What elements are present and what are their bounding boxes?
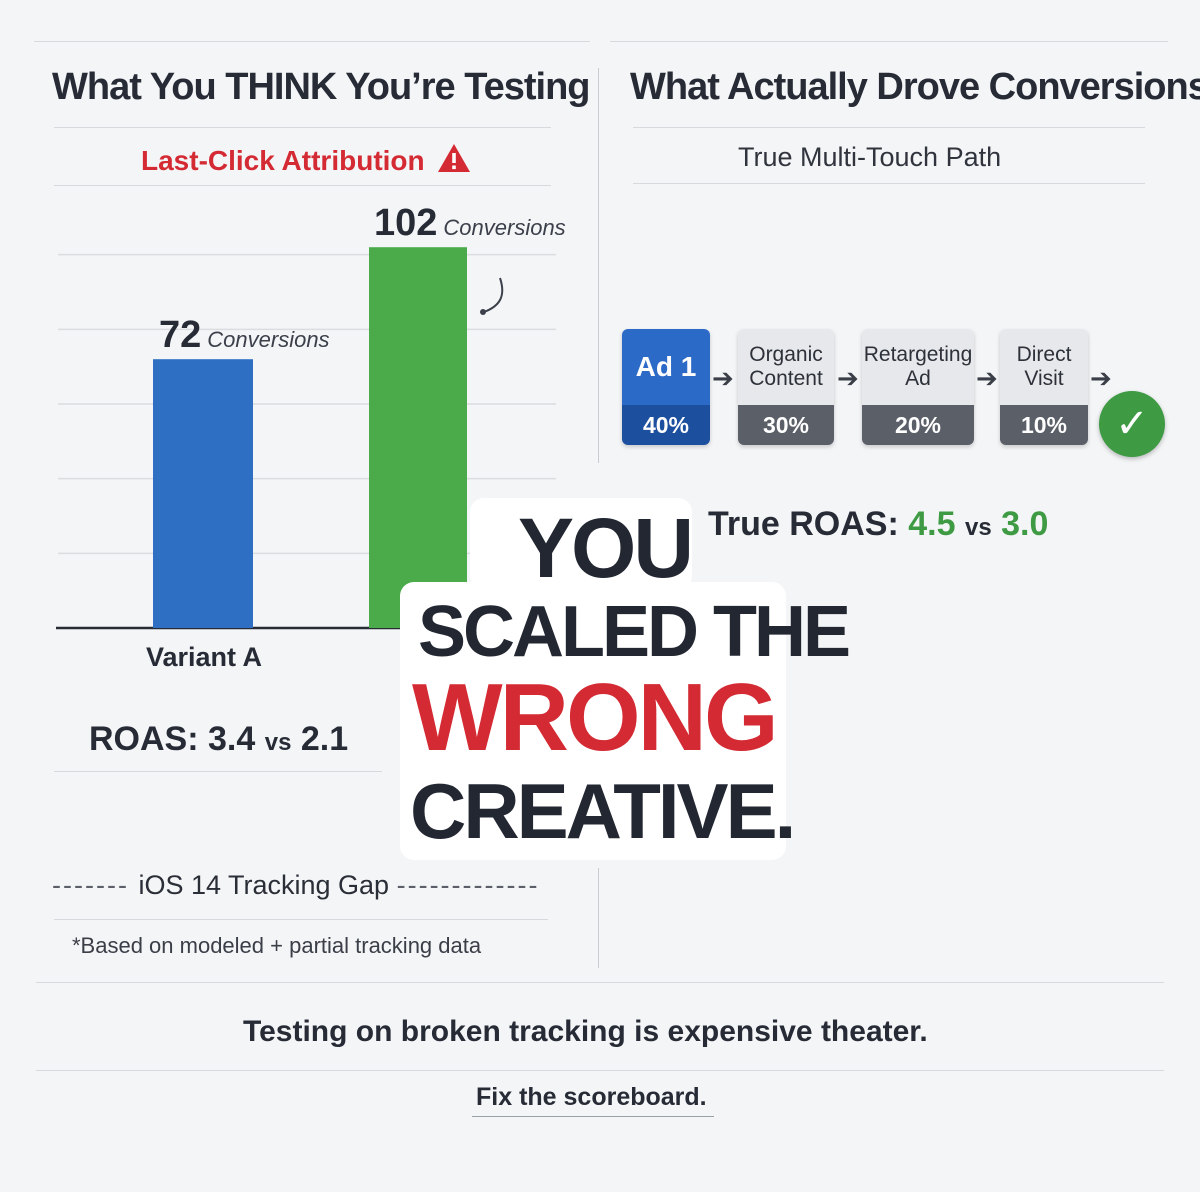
path-step-direct-visit: Direct Visit 10% <box>1000 329 1088 445</box>
right-subtitle-rule <box>633 183 1145 184</box>
right-roas: True ROAS: 4.5 vs 3.0 <box>708 505 1048 544</box>
right-panel-subtitle: True Multi-Touch Path <box>738 142 1002 172</box>
data-label-value: 72 <box>159 314 201 356</box>
data-label-value: 102 <box>374 202 437 244</box>
data-label-unit: Conversions <box>443 215 565 240</box>
footer-top-rule <box>36 982 1164 983</box>
left-roas-b: 2.1 <box>300 720 349 758</box>
left-title-rule <box>54 127 551 128</box>
headline-line-1: YOU <box>518 501 694 595</box>
arrow-right-icon: ➔ <box>837 363 859 393</box>
left-subtitle-rule <box>54 185 551 186</box>
label-pointer-dot <box>480 309 486 315</box>
headline-backdrop <box>400 582 786 860</box>
left-panel-title: What You THINK You’re Testing <box>52 66 590 108</box>
gap-dashes-left: ------- <box>52 870 139 900</box>
cta-underline <box>472 1116 714 1117</box>
top-divider <box>34 41 590 42</box>
left-roas: ROAS: 3.4 vs 2.1 <box>89 720 348 759</box>
label-pointer <box>483 277 504 313</box>
panel-divider-lower <box>598 868 599 968</box>
path-step-label: Retargeting Ad <box>862 329 974 405</box>
path-step-organic-content: Organic Content 30% <box>738 329 834 445</box>
path-step-share: 10% <box>1000 405 1088 445</box>
path-step-share: 30% <box>738 405 834 445</box>
headline-line-2: SCALED THE <box>418 592 851 672</box>
right-roas-a: 4.5 <box>908 505 956 543</box>
left-panel-subtitle: Last-Click Attribution <box>141 142 472 177</box>
right-roas-b: 3.0 <box>1001 505 1049 543</box>
path-step-label: Direct Visit <box>1000 329 1088 405</box>
headline-backdrop-top <box>470 498 692 590</box>
left-panel-subtitle-text: Last-Click Attribution <box>141 145 425 176</box>
footer-bottom-rule <box>36 1070 1164 1071</box>
panel-divider <box>598 68 599 463</box>
path-step-label: Organic Content <box>738 329 834 405</box>
left-roas-vs: vs <box>264 729 292 756</box>
path-step-share: 40% <box>622 405 710 445</box>
footer-tagline: Testing on broken tracking is expensive … <box>243 1015 928 1048</box>
tracking-gap-label: iOS 14 Tracking Gap <box>138 870 390 900</box>
path-step-ad-1: Ad 1 40% <box>622 329 710 445</box>
data-label-unit: Conversions <box>207 327 329 352</box>
right-roas-vs: vs <box>964 514 992 541</box>
tracking-gap-row: ------- iOS 14 Tracking Gap ------------… <box>52 870 539 901</box>
right-title-rule <box>633 127 1145 128</box>
check-circle-icon: ✓ <box>1099 391 1165 457</box>
bar-1 <box>369 247 467 628</box>
gap-dashes-right: ------------- <box>396 870 540 900</box>
left-roas-a: 3.4 <box>208 720 256 758</box>
path-step-share: 20% <box>862 405 974 445</box>
right-roas-label: True ROAS: <box>708 505 899 543</box>
data-label-1: 102 Conversions <box>374 202 566 244</box>
bar-0 <box>153 359 253 628</box>
arrow-right-icon: ➔ <box>1090 363 1112 393</box>
arrow-right-icon: ➔ <box>712 363 734 393</box>
right-panel-title: What Actually Drove Conversions <box>630 66 1200 108</box>
headline-line-3: WRONG <box>412 664 779 771</box>
left-roas-rule <box>54 771 382 772</box>
gap-rule <box>54 919 548 920</box>
headline-line-4: CREATIVE. <box>410 767 796 855</box>
x-tick-label-variant-a: Variant A <box>146 642 263 672</box>
path-step-retargeting-ad: Retargeting Ad 20% <box>862 329 974 445</box>
top-divider-right <box>610 41 1168 42</box>
arrow-right-icon: ➔ <box>976 363 998 393</box>
left-roas-label: ROAS: <box>89 720 199 758</box>
data-footnote: *Based on modeled + partial tracking dat… <box>72 933 482 958</box>
data-label-0: 72 Conversions <box>159 314 330 356</box>
warning-triangle-icon <box>438 144 471 172</box>
path-step-label: Ad 1 <box>622 329 710 405</box>
fix-scoreboard-link[interactable]: Fix the scoreboard. <box>476 1083 707 1111</box>
